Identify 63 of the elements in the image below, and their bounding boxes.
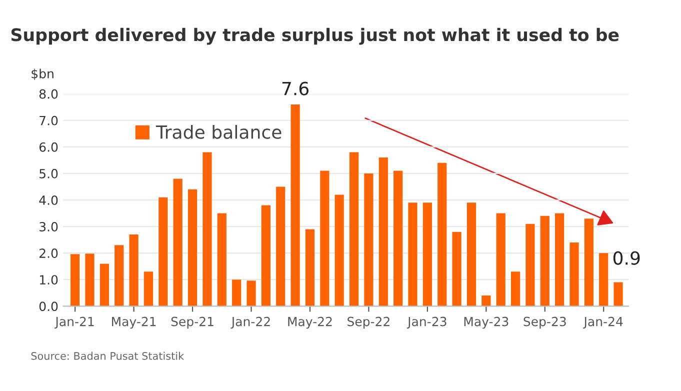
- bar: [290, 104, 300, 306]
- bar: [614, 282, 623, 306]
- bar: [85, 254, 94, 306]
- bar: [320, 170, 330, 306]
- y-tick-label: 3.0: [40, 222, 58, 232]
- bar: [584, 218, 594, 306]
- bar: [378, 158, 388, 306]
- bar: [305, 229, 315, 306]
- y-tick-label: 0.0: [39, 302, 58, 312]
- bar: [349, 152, 359, 306]
- legend-label: Trade balance: [156, 124, 282, 139]
- x-tick-label: Sep-23: [524, 316, 566, 329]
- bar: [144, 272, 154, 306]
- bar: [452, 232, 462, 306]
- y-tick-label: 5.0: [40, 168, 58, 178]
- x-tick-label: Jan-22: [230, 316, 270, 329]
- y-tick-label: 4.0: [39, 195, 58, 205]
- chart-title: Support delivered by trade surplus just not what it used to be: [11, 28, 619, 45]
- bar: [364, 173, 374, 306]
- x-tick-label: May-21: [112, 316, 156, 329]
- x-tick-label: Jan-23: [406, 316, 446, 329]
- y-tick-label: 2.0: [40, 248, 58, 258]
- bar: [100, 264, 109, 306]
- bar: [394, 170, 403, 306]
- bar: [466, 202, 476, 306]
- bar: [232, 280, 242, 306]
- source-note: Source: Badan Pusat Statistik: [31, 352, 184, 360]
- y-tick-label: 1.0: [40, 275, 58, 285]
- y-tick-label: 7.0: [40, 116, 58, 126]
- bar: [158, 197, 168, 306]
- bar: [276, 186, 286, 306]
- bar: [570, 242, 579, 306]
- bar: [540, 216, 550, 306]
- x-tick-label: Jan-21: [54, 316, 94, 329]
- bar: [408, 202, 418, 306]
- bar: [510, 272, 520, 306]
- data-label: 0.9: [613, 251, 640, 265]
- bar: [496, 213, 506, 306]
- bar: [334, 194, 344, 306]
- bar: [555, 213, 564, 306]
- bar: [261, 205, 270, 306]
- bar: [129, 234, 138, 306]
- bar: [599, 253, 608, 306]
- bar: [202, 152, 212, 306]
- bar: [173, 178, 182, 306]
- bar: [526, 224, 535, 306]
- bar: [438, 162, 447, 306]
- x-tick-label: May-23: [464, 316, 508, 329]
- bar: [246, 280, 256, 306]
- x-tick-label: Sep-21: [171, 316, 214, 329]
- x-tick-label: Sep-22: [348, 316, 390, 329]
- y-tick-label: 6.0: [39, 142, 58, 152]
- bar: [70, 254, 80, 306]
- bar: [482, 296, 491, 306]
- y-axis-title: $bn: [32, 68, 54, 80]
- bar: [217, 213, 226, 306]
- bar: [422, 202, 432, 306]
- data-label: 7.6: [282, 82, 309, 96]
- bar: [114, 245, 124, 306]
- bar: [188, 189, 198, 306]
- x-tick-label: May-22: [288, 316, 332, 329]
- y-tick-label: 8.0: [39, 89, 58, 99]
- x-tick-label: Jan-24: [583, 316, 623, 329]
